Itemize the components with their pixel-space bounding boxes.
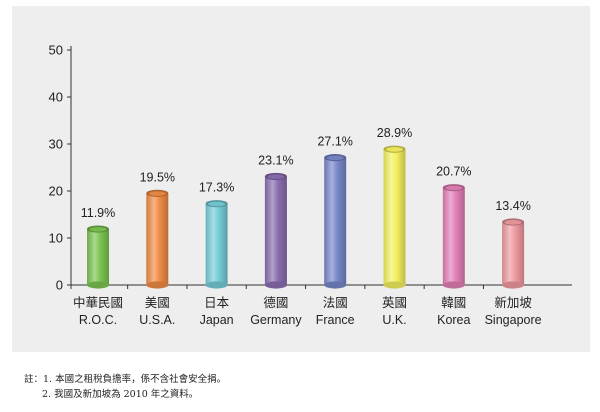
bar-base xyxy=(502,281,525,289)
bar-top-inner xyxy=(267,174,285,180)
bar-top-inner xyxy=(208,201,226,207)
x-tick-label-zh: 美國 xyxy=(145,295,170,310)
footnotes: 註：1. 本國之租稅負擔率，係不含社會安全捐。 2. 我國及新加坡為 2010 … xyxy=(24,372,226,402)
footnote-2: 2. 我國及新加坡為 2010 年之資料。 xyxy=(42,389,199,400)
bar-base xyxy=(383,281,406,289)
bar-0 xyxy=(87,225,109,289)
x-tick-label-zh: 德國 xyxy=(263,295,288,310)
chart-panel: 0 10 20 30 40 50 11.9% 中華民國 R.O.C. 19.5% 美國 U.S.A. 1… xyxy=(12,6,590,352)
x-tick-label-en: Germany xyxy=(250,313,302,327)
y-tick-label: 30 xyxy=(49,137,63,152)
bar-chart: 0 10 20 30 40 50 11.9% 中華民國 R.O.C. 19.5% 美國 U.S.A. 1… xyxy=(49,43,572,327)
x-tick-label-en: Singapore xyxy=(485,313,542,327)
bar-top-inner xyxy=(504,220,522,225)
x-tick-label-en: Korea xyxy=(437,313,470,327)
x-tick-label-zh: 日本 xyxy=(204,295,230,310)
data-label: 13.4% xyxy=(495,199,530,213)
x-tick-label-en: Japan xyxy=(200,313,234,327)
bar-body xyxy=(502,222,525,285)
y-tick-label: 0 xyxy=(56,278,63,293)
x-tick-label-zh: 英國 xyxy=(382,295,407,310)
bar-base xyxy=(205,281,228,289)
bar-1 xyxy=(146,189,169,289)
bar-body xyxy=(264,176,287,285)
bar-base xyxy=(87,281,109,289)
bar-body xyxy=(146,193,169,285)
bar-base xyxy=(442,281,465,289)
bar-body xyxy=(324,157,347,285)
bar-body xyxy=(383,149,406,285)
bar-top-inner xyxy=(326,155,344,161)
y-tick-label: 20 xyxy=(49,184,63,199)
bar-top-inner xyxy=(445,185,463,191)
bar-base xyxy=(324,281,347,289)
bar-body xyxy=(442,187,465,285)
bar-top-inner xyxy=(89,227,107,232)
x-tick-label-zh: 中華民國 xyxy=(73,295,123,310)
x-tick-label-zh: 韓國 xyxy=(441,295,466,310)
bar-top-inner xyxy=(386,147,403,152)
bar-2 xyxy=(205,200,228,289)
bar-base xyxy=(146,281,169,289)
x-tick-label-en: U.K. xyxy=(382,313,406,327)
bar-5 xyxy=(383,145,406,289)
data-label: 11.9% xyxy=(81,206,116,220)
y-tick-label: 50 xyxy=(49,43,63,58)
bar-base xyxy=(264,281,287,289)
bar-7 xyxy=(502,218,525,289)
bar-4 xyxy=(324,154,347,289)
y-tick-label: 10 xyxy=(49,231,63,246)
x-tick-label-zh: 新加坡 xyxy=(494,295,532,310)
data-label: 28.9% xyxy=(377,126,412,140)
x-tick-label-en: U.S.A. xyxy=(139,313,175,327)
x-tick-label-en: R.O.C. xyxy=(79,313,117,327)
bar-body xyxy=(87,229,109,285)
x-tick-label-en: France xyxy=(316,313,355,327)
bar-3 xyxy=(264,172,287,289)
data-label: 17.3% xyxy=(199,181,234,195)
footnote-1: 註：1. 本國之租稅負擔率，係不含社會安全捐。 xyxy=(24,374,227,385)
y-tick-label: 40 xyxy=(49,90,63,105)
data-label: 19.5% xyxy=(140,170,175,184)
data-label: 20.7% xyxy=(436,165,471,179)
bar-6 xyxy=(442,184,465,289)
bar-body xyxy=(205,203,228,285)
data-label: 23.1% xyxy=(258,153,293,167)
data-label: 27.1% xyxy=(317,135,352,149)
x-tick-label-zh: 法國 xyxy=(323,295,348,310)
bar-top-inner xyxy=(148,191,166,196)
